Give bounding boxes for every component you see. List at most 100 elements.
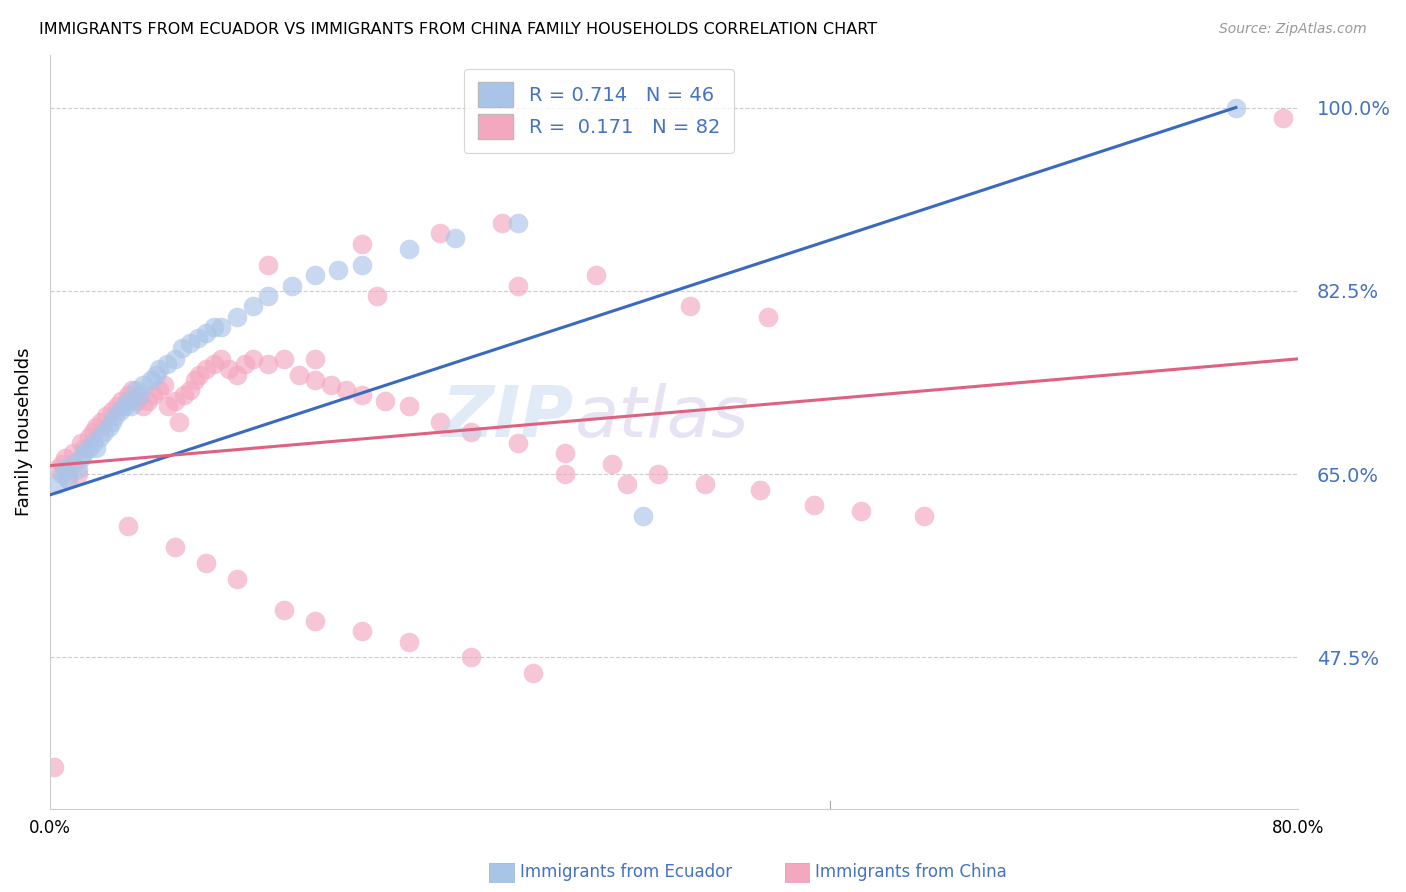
Point [288, 368, 311, 382]
Point [148, 384, 170, 398]
Point [585, 268, 607, 282]
Text: Immigrants from China: Immigrants from China [794, 863, 1007, 881]
Point [304, 268, 326, 282]
Point [66, 462, 89, 476]
Point [51, 467, 73, 481]
Point [304, 351, 326, 366]
Point [62, 457, 84, 471]
Point [51, 457, 73, 471]
Point [163, 541, 186, 555]
Point [188, 368, 211, 382]
Point [73, 446, 96, 460]
Point [132, 399, 155, 413]
Point [350, 258, 373, 272]
Point [554, 467, 576, 481]
Point [101, 415, 124, 429]
Point [444, 231, 467, 245]
Point [86, 420, 108, 434]
Point [114, 399, 136, 413]
Point [70, 435, 93, 450]
Point [398, 634, 420, 648]
Point [184, 373, 207, 387]
Point [319, 378, 342, 392]
Point [506, 435, 529, 450]
Point [156, 357, 179, 371]
Point [374, 393, 396, 408]
Text: Source: ZipAtlas.com: Source: ZipAtlas.com [1219, 22, 1367, 37]
Point [163, 393, 186, 408]
Point [366, 289, 388, 303]
Point [194, 326, 217, 340]
Point [242, 351, 264, 366]
Point [187, 331, 209, 345]
Point [132, 378, 155, 392]
Point [120, 399, 142, 413]
Point [678, 300, 700, 314]
Point [93, 425, 115, 439]
Point [148, 362, 170, 376]
Point [257, 357, 280, 371]
Point [506, 216, 529, 230]
Point [226, 368, 249, 382]
Point [73, 441, 96, 455]
Point [142, 388, 165, 402]
Point [98, 420, 121, 434]
Point [125, 393, 148, 408]
Point [152, 378, 174, 392]
Point [460, 650, 482, 665]
Point [335, 384, 357, 398]
Point [202, 357, 225, 371]
Point [429, 415, 451, 429]
Point [226, 572, 249, 586]
Point [105, 399, 128, 413]
Point [179, 336, 201, 351]
Point [506, 278, 529, 293]
Point [94, 409, 117, 424]
Text: Immigrants from Ecuador: Immigrants from Ecuador [499, 863, 733, 881]
Point [350, 388, 373, 402]
Point [695, 477, 717, 491]
Point [104, 409, 127, 424]
Point [554, 446, 576, 460]
Point [70, 451, 93, 466]
Point [194, 556, 217, 570]
Point [46, 462, 69, 476]
Point [209, 351, 232, 366]
Point [398, 399, 420, 413]
Point [86, 441, 108, 455]
Point [209, 320, 232, 334]
Point [226, 310, 249, 324]
Point [273, 603, 295, 617]
Point [44, 760, 66, 774]
Point [90, 415, 112, 429]
Point [522, 665, 544, 680]
Point [89, 430, 111, 444]
Point [77, 430, 100, 444]
Point [108, 404, 131, 418]
Point [748, 483, 770, 497]
Point [167, 415, 190, 429]
Point [62, 446, 84, 460]
Point [491, 216, 513, 230]
Point [77, 441, 100, 455]
Legend: R = 0.714   N = 46, R =  0.171   N = 82: R = 0.714 N = 46, R = 0.171 N = 82 [464, 69, 734, 153]
Point [117, 388, 139, 402]
Point [121, 384, 143, 398]
Point [851, 504, 873, 518]
Text: IMMIGRANTS FROM ECUADOR VS IMMIGRANTS FROM CHINA FAMILY HOUSEHOLDS CORRELATION C: IMMIGRANTS FROM ECUADOR VS IMMIGRANTS FR… [39, 22, 877, 37]
Point [157, 399, 180, 413]
Y-axis label: Family Households: Family Households [15, 348, 32, 516]
Point [163, 351, 186, 366]
Point [139, 373, 162, 387]
Point [117, 519, 139, 533]
Point [173, 388, 195, 402]
Point [136, 393, 159, 408]
Point [304, 373, 326, 387]
Point [1271, 111, 1294, 125]
Point [242, 300, 264, 314]
Point [257, 258, 280, 272]
Point [631, 508, 654, 523]
Point [273, 351, 295, 366]
Point [328, 262, 350, 277]
Point [82, 425, 104, 439]
